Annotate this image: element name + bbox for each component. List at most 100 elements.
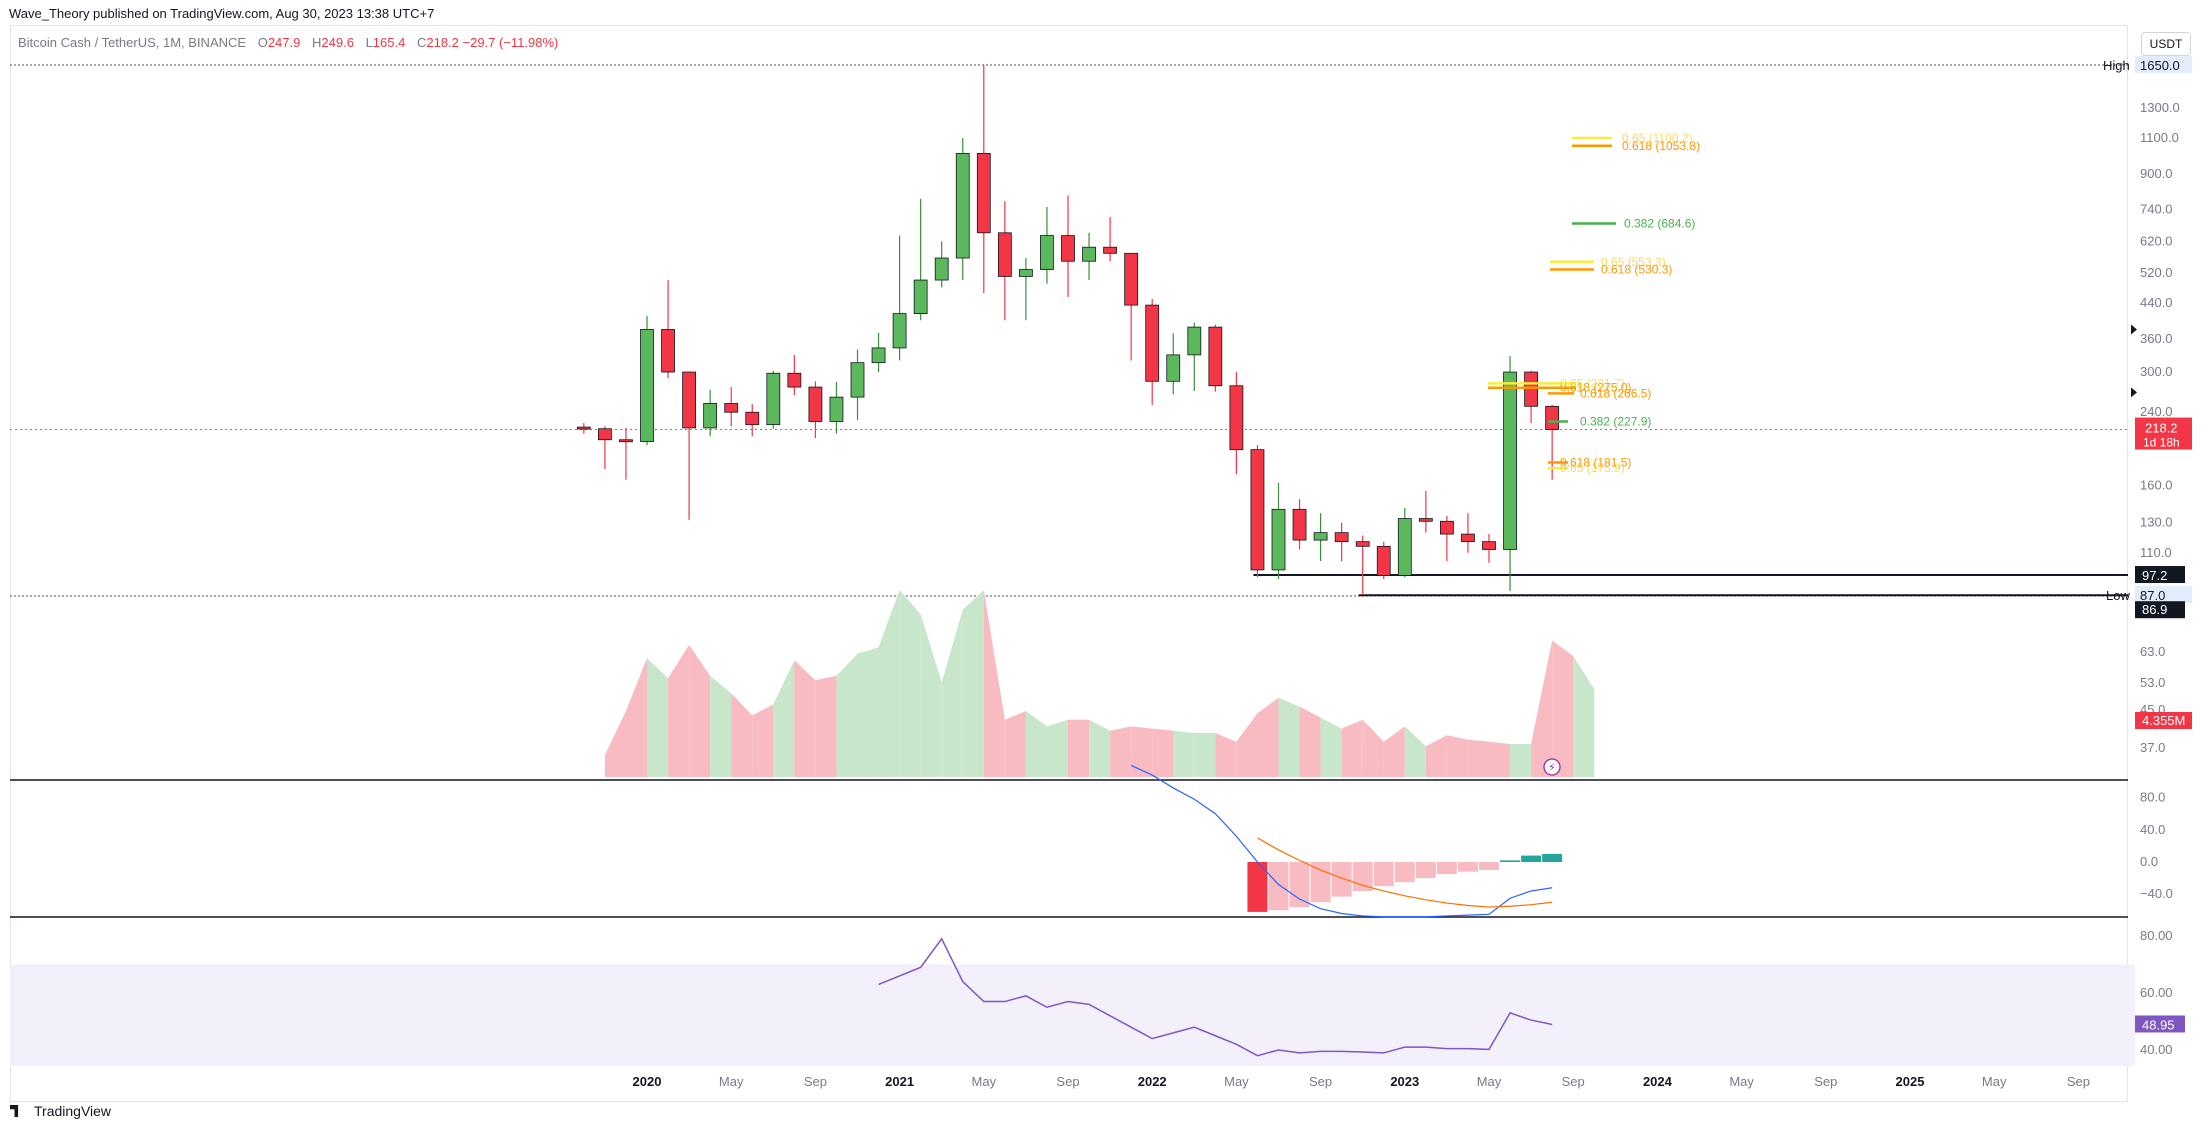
candle-body (682, 371, 696, 429)
candle-body (1271, 508, 1286, 571)
macd-axis-label: 40.0 (2140, 822, 2165, 837)
volume-area-segment (689, 645, 711, 777)
axis-arrow-icon (2131, 387, 2137, 398)
volume-area-segment (1278, 697, 1300, 777)
rsi-axis-label: 80.00 (2140, 928, 2173, 943)
candle-body (1524, 371, 1538, 407)
high-marker-label: High (2103, 58, 2130, 73)
candle-body (934, 257, 949, 281)
candle-body (1440, 520, 1454, 535)
time-axis-label: May (719, 1074, 744, 1089)
high-marker-value: 1650.0 (2140, 58, 2180, 73)
candle-body (913, 279, 928, 314)
candle-body (808, 386, 823, 422)
candle-body (1545, 405, 1560, 430)
rsi-last-badge-text: 48.95 (2142, 1017, 2175, 1032)
candle-body (745, 411, 760, 426)
candle-body (871, 347, 886, 364)
fib-level-label: 0.65 (175.9) (1560, 461, 1625, 475)
rsi-last-badge (2135, 1015, 2185, 1033)
volume-area-segment (1194, 733, 1216, 777)
price-axis-label: 900.0 (2140, 166, 2173, 181)
fib-level-label: 0.65 (281.7) (1560, 376, 1625, 390)
candle-body (1503, 371, 1517, 550)
volume-area-segment (647, 658, 669, 777)
macd-axis-label: −40.0 (2140, 886, 2173, 901)
macd-line (1130, 764, 1553, 918)
publisher-line: Wave_Theory published on TradingView.com… (9, 6, 435, 21)
macd-signal-line (1257, 837, 1553, 908)
volume-area-segment (794, 660, 816, 777)
candle-body (1082, 246, 1096, 262)
price-chart-svg[interactable]: 1300.0 1100.0 900.0 740.0 620.0 520.0 440.0 360… (0, 0, 2208, 1100)
candle-body (598, 428, 612, 441)
volume-area-segment (1110, 726, 1132, 777)
volume-area-segment (668, 645, 690, 777)
candle-body (976, 153, 991, 234)
fib-level-label: 0.618 (275.0) (1560, 381, 1631, 395)
fib-level-label: 0.382 (684.6) (1624, 216, 1695, 230)
time-axis-label: May (1982, 1074, 2007, 1089)
volume-area-segment (1152, 728, 1174, 777)
price-axis-label: 740.0 (2140, 201, 2173, 216)
time-axis-label: Sep (1814, 1074, 1837, 1089)
fib-level-label: 0.618 (1053.8) (1622, 139, 1700, 153)
rsi-band (10, 964, 2135, 1066)
fib-level-label: 0.618 (530.3) (1601, 262, 1672, 276)
chart-frame (10, 25, 2128, 1102)
lightning-icon (1543, 758, 1561, 776)
candle-body (1376, 545, 1391, 576)
volume-area-segment (920, 614, 942, 777)
macd-histogram-bar (1457, 862, 1478, 872)
macd-histogram-bar (1268, 862, 1289, 911)
level-97-badge-text: 97.2 (2142, 568, 2167, 583)
time-axis-label: Sep (804, 1074, 827, 1089)
candle-body (1103, 246, 1117, 254)
price-axis-label: 1100.0 (2140, 130, 2179, 145)
ohlc-low-key: L (365, 35, 373, 50)
price-axis-label: 240.0 (2140, 404, 2173, 419)
volume-area-segment (878, 590, 900, 777)
volume-area-segment (752, 704, 774, 777)
candle-body (661, 329, 675, 373)
volume-area-segment (1383, 726, 1405, 777)
candle-body (1397, 518, 1412, 576)
macd-histogram-bar (1394, 862, 1415, 883)
currency-button[interactable]: USDT (2141, 32, 2191, 56)
ohlc-close-key: C (416, 35, 427, 50)
candle-body (766, 372, 781, 426)
high-marker-bg (2135, 56, 2192, 73)
macd-histogram-bar (1521, 855, 1542, 862)
fib-level-label: 0.618 (181.5) (1560, 456, 1631, 470)
price-axis-label: 300.0 (2140, 364, 2173, 379)
volume-area-segment (1025, 711, 1047, 777)
candle-body (1461, 533, 1475, 543)
tradingview-brand: TradingView (10, 1103, 111, 1119)
macd-histogram-bar (1247, 862, 1268, 912)
ohlc-open-key: O (257, 35, 268, 50)
volume-area-segment (1215, 733, 1237, 777)
candle-body (1292, 508, 1307, 541)
volume-area-segment (941, 609, 963, 777)
time-axis-label: 2020 (633, 1074, 662, 1089)
time-axis-label: May (972, 1074, 997, 1089)
candle-body (619, 439, 633, 443)
candle-body (955, 153, 970, 259)
candle-body (724, 403, 739, 413)
volume-axis-label: 53.0 (2140, 675, 2165, 690)
candle-body (1019, 269, 1033, 277)
current-price-countdown: 1d 18h (2143, 436, 2180, 450)
volume-last-badge-text: 4.355M (2142, 713, 2185, 728)
candle-body (1166, 354, 1181, 382)
axis-arrow-icon (2131, 324, 2137, 335)
current-price-badge (2135, 417, 2192, 450)
ohlc-close-value: 218.2 −29.7 (−11.98%) (426, 35, 559, 50)
macd-histogram-bar (1310, 862, 1331, 903)
ohlc-high-key: H (312, 35, 322, 50)
candle-body (576, 426, 591, 430)
candle-body (1124, 252, 1139, 306)
level-869-badge-text: 86.9 (2142, 602, 2167, 617)
price-axis-label: 1300.0 (2140, 100, 2180, 115)
volume-area-segment (1257, 697, 1279, 777)
time-axis-label: Sep (1309, 1074, 1332, 1089)
